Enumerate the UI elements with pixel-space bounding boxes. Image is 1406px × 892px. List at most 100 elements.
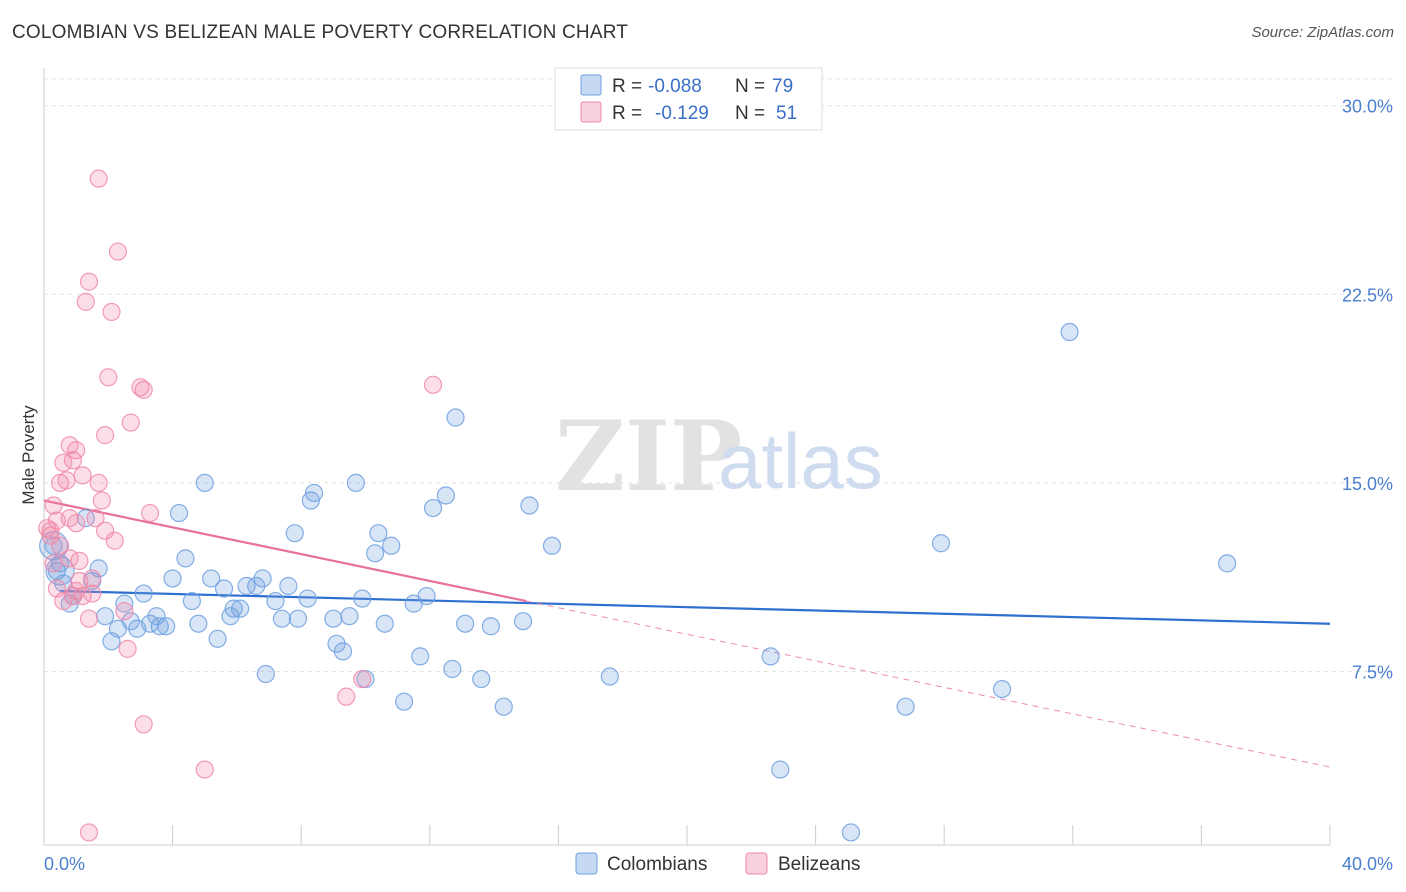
colombians-point-42: [324, 609, 343, 628]
belizeans-point-47: [41, 521, 60, 540]
belizeans-point-20: [79, 272, 99, 291]
belizeans-point-50: [60, 549, 79, 568]
belizeans-point-6: [50, 536, 70, 555]
y-tick-label-0: 7.5%: [1352, 662, 1393, 682]
belizeans-point-17: [73, 466, 92, 485]
trend-lines: [43, 499, 1331, 768]
data-points: [38, 169, 1237, 842]
colombians-point-21: [182, 591, 201, 611]
belizeans-point-38: [134, 715, 153, 734]
colombians-large-point-1: [45, 556, 75, 586]
belizeans-point-19: [76, 292, 95, 311]
colombians-point-6: [89, 559, 108, 578]
legend-r-value-1: -0.088: [648, 76, 702, 97]
belizeans-point-34: [118, 639, 137, 658]
y-tick-label-3: 30.0%: [1342, 97, 1393, 117]
colombians-point-28: [224, 599, 243, 618]
legend-n-value-2: 51: [776, 103, 797, 124]
colombians-point-11: [121, 612, 140, 631]
colombians-point-34: [266, 591, 285, 611]
watermark: ZIP atlas: [555, 400, 883, 513]
colombians-point-23: [195, 473, 214, 493]
belizeans-point-23: [86, 509, 105, 528]
belizeans-point-25: [89, 473, 108, 493]
source-label: Source: ZipAtlas.com: [1251, 24, 1394, 41]
colombians-point-16: [150, 617, 169, 636]
colombians-trend-line: [60, 589, 1331, 625]
belizeans-point-32: [108, 242, 128, 261]
belizeans-point-29: [99, 368, 118, 387]
colombians-point-56: [417, 586, 436, 606]
belizeans-trend-line: [43, 499, 527, 603]
y-tick-label-1: 15.0%: [1342, 474, 1393, 494]
belizeans-point-2: [44, 496, 63, 515]
colombians-point-58: [436, 486, 455, 505]
legend-n-label-1: N =: [735, 76, 765, 97]
belizeans-point-26: [92, 491, 111, 510]
colombians-point-47: [353, 589, 372, 608]
x-tick-labels: 0.0% 40.0%: [44, 854, 1393, 874]
legend-r-label-2: R =: [612, 103, 642, 124]
colombians-point-19: [169, 503, 189, 523]
belizeans-trend-extension: [526, 600, 1331, 768]
colombians-point-67: [542, 536, 562, 555]
legend-n-label-2: N =: [735, 103, 765, 124]
series-colombians: [39, 322, 1237, 842]
colombians-point-73: [931, 534, 951, 553]
colombians-point-17: [157, 617, 176, 636]
colombians-point-76: [1218, 554, 1237, 573]
colombians-point-24: [202, 569, 221, 588]
colombians-point-61: [456, 614, 475, 633]
colombians-point-77: [44, 536, 63, 555]
colombians-point-63: [481, 617, 500, 636]
colombians-point-62: [472, 669, 491, 689]
watermark-atlas: atlas: [718, 417, 883, 505]
series-belizeans: [38, 169, 443, 842]
belizeans-point-24: [89, 169, 108, 188]
belizeans-point-45: [54, 591, 73, 611]
colombians-point-18: [163, 569, 182, 588]
belizeans-point-27: [95, 426, 115, 445]
colombians-point-59: [443, 659, 462, 679]
colombians-point-37: [285, 524, 304, 543]
colombians-point-26: [214, 579, 234, 598]
belizeans-point-39: [140, 503, 160, 523]
colombians-point-65: [513, 612, 533, 631]
legend-top: R = -0.088 N = 79 R = -0.129 N = 51: [554, 67, 823, 131]
colombians-point-41: [304, 483, 324, 503]
axes: [43, 68, 1331, 846]
belizeans-point-37: [134, 380, 153, 399]
belizeans-point-49: [83, 569, 102, 588]
colombians-point-74: [992, 679, 1012, 699]
legend-swatch-colombians: [580, 74, 602, 96]
colombians-point-55: [411, 647, 430, 666]
colombians-point-53: [394, 692, 414, 711]
colombians-point-43: [327, 634, 346, 653]
y-axis-title: Male Poverty: [19, 405, 38, 505]
colombians-point-31: [247, 576, 266, 596]
belizeans-point-44: [79, 823, 99, 842]
chart-title: COLOMBIAN VS BELIZEAN MALE POVERTY CORRE…: [12, 22, 629, 43]
colombians-point-69: [761, 647, 780, 666]
belizeans-point-11: [63, 451, 83, 470]
belizeans-point-22: [83, 584, 102, 603]
colombians-point-50: [369, 524, 388, 543]
colombians-point-4: [76, 509, 95, 528]
belizeans-point-48: [67, 581, 86, 601]
belizeans-point-42: [353, 669, 372, 689]
colombians-point-71: [841, 823, 861, 842]
colombians-point-72: [896, 697, 915, 716]
belizeans-point-30: [102, 302, 121, 322]
colombians-point-49: [366, 544, 385, 563]
belizeans-point-35: [121, 413, 140, 432]
belizeans-point-14: [67, 514, 86, 533]
colombians-point-45: [340, 607, 359, 626]
y-tick-label-2: 22.5%: [1342, 285, 1393, 305]
legend-bottom-label-colombians: Colombians: [607, 854, 707, 875]
belizeans-point-13: [67, 441, 86, 460]
belizeans-point-40: [195, 760, 214, 779]
belizeans-point-33: [115, 602, 134, 621]
colombians-point-30: [237, 576, 256, 596]
colombians-point-57: [423, 498, 443, 518]
